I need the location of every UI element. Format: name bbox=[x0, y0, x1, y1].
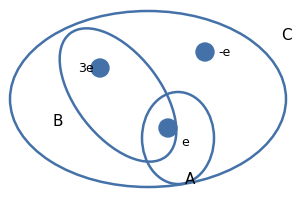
Text: C: C bbox=[281, 28, 291, 43]
Text: 3e: 3e bbox=[78, 62, 94, 74]
Circle shape bbox=[159, 119, 177, 137]
Text: A: A bbox=[185, 172, 195, 188]
Text: B: B bbox=[53, 114, 63, 129]
Text: e: e bbox=[181, 135, 189, 148]
Circle shape bbox=[91, 59, 109, 77]
Text: -e: -e bbox=[218, 46, 230, 58]
Circle shape bbox=[196, 43, 214, 61]
